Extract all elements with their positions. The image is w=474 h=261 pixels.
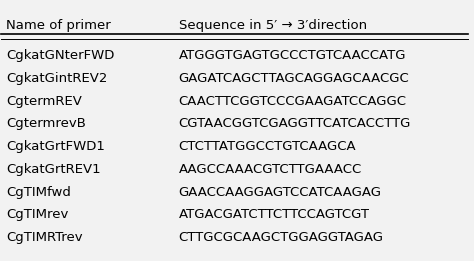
Text: CAACTTCGGTCCCGAAGATCCAGGC: CAACTTCGGTCCCGAAGATCCAGGC (179, 94, 407, 108)
Text: CgkatGNterFWD: CgkatGNterFWD (6, 49, 114, 62)
Text: CgkatGrtFWD1: CgkatGrtFWD1 (6, 140, 105, 153)
Text: CgkatGintREV2: CgkatGintREV2 (6, 72, 108, 85)
Text: AAGCCAAACGTCTTGAAACC: AAGCCAAACGTCTTGAAACC (179, 163, 362, 176)
Text: CTTGCGCAAGCTGGAGGTAGAG: CTTGCGCAAGCTGGAGGTAGAG (179, 231, 383, 244)
Text: Name of primer: Name of primer (6, 20, 111, 32)
Text: CGTAACGGTCGAGGTTCATCACCTTG: CGTAACGGTCGAGGTTCATCACCTTG (179, 117, 411, 130)
Text: Sequence in 5′ → 3′direction: Sequence in 5′ → 3′direction (179, 20, 367, 32)
Text: GAACCAAGGAGTCCATCAAGAG: GAACCAAGGAGTCCATCAAGAG (179, 186, 382, 199)
Text: ATGACGATCTTCTTCCAGTCGT: ATGACGATCTTCTTCCAGTCGT (179, 208, 370, 221)
Text: ATGGGTGAGTGCCCTGTCAACCATG: ATGGGTGAGTGCCCTGTCAACCATG (179, 49, 406, 62)
Text: CgTIMRTrev: CgTIMRTrev (6, 231, 82, 244)
Text: CgtermREV: CgtermREV (6, 94, 82, 108)
Text: CgkatGrtREV1: CgkatGrtREV1 (6, 163, 100, 176)
Text: CgtermrevB: CgtermrevB (6, 117, 86, 130)
Text: CgTIMrev: CgTIMrev (6, 208, 68, 221)
Text: CgTIMfwd: CgTIMfwd (6, 186, 71, 199)
Text: CTCTTATGGCCTGTCAAGCA: CTCTTATGGCCTGTCAAGCA (179, 140, 356, 153)
Text: GAGATCAGCTTAGCAGGAGCAACGC: GAGATCAGCTTAGCAGGAGCAACGC (179, 72, 410, 85)
